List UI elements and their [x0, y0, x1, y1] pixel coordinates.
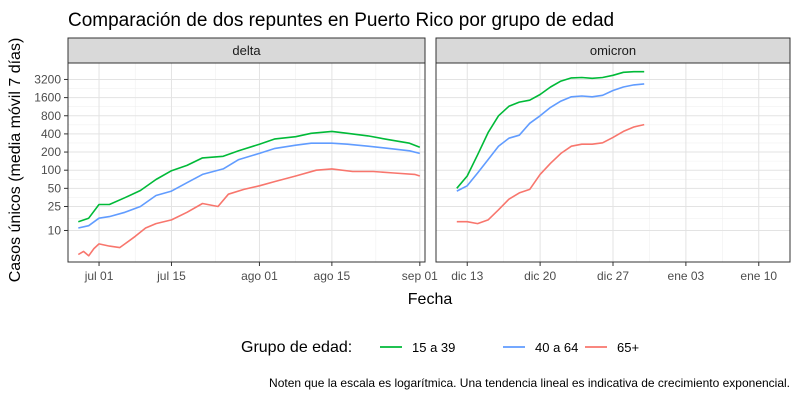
y-tick-label: 25 — [48, 199, 62, 213]
y-axis-title: Casos únicos (media móvil 7 días) — [7, 38, 24, 283]
series-line-40-a-64 — [456, 83, 645, 192]
x-tick-label: dic 20 — [524, 269, 556, 283]
legend-item: 15 a 39 — [380, 340, 455, 355]
y-tick-label: 10 — [48, 223, 62, 237]
legend-label: 65+ — [617, 340, 639, 355]
legend-item: 65+ — [585, 340, 639, 355]
y-tick-label: 200 — [41, 145, 61, 159]
chart-title: Comparación de dos repuntes en Puerto Ri… — [68, 10, 614, 31]
y-axis: 10 25 50 100 200 400 800 1600 3200 — [34, 72, 68, 237]
y-tick-label: 400 — [41, 127, 61, 141]
legend-item: 40 a 64 — [503, 340, 578, 355]
x-tick-label: sep 01 — [402, 269, 438, 283]
series-line-15-a-39 — [456, 70, 645, 189]
panel-background — [68, 63, 425, 262]
panel-border — [67, 62, 426, 263]
series-line-65- — [456, 123, 645, 225]
caption: Noten que la escala es logarítmica. Una … — [269, 376, 790, 390]
series-line-40-a-64 — [78, 142, 420, 229]
y-tick-label: 3200 — [34, 72, 61, 86]
x-tick-label: ene 10 — [740, 269, 777, 283]
x-tick-label: ago 15 — [314, 269, 351, 283]
panel-delta: delta jul 01 jul 15 ago 01 ago 15 sep 01 — [67, 37, 438, 283]
series-line-15-a-39 — [78, 130, 421, 223]
facet-strip — [67, 37, 426, 64]
x-tick-label: ago 01 — [241, 269, 278, 283]
legend-label: 40 a 64 — [535, 340, 578, 355]
panel-omicron: omicron dic 13 dic 20 dic 27 ene 03 ene 10 — [435, 37, 791, 283]
facet-strip — [435, 37, 791, 64]
facet-strip-label: delta — [232, 43, 261, 58]
legend-title: Grupo de edad: — [241, 339, 352, 356]
x-axis-title: Fecha — [408, 291, 453, 308]
legend: 15 a 39 40 a 64 65+ — [380, 340, 639, 355]
x-tick-label: jul 01 — [84, 269, 114, 283]
x-tick-label: jul 15 — [156, 269, 186, 283]
y-tick-label: 800 — [41, 109, 61, 123]
x-tick-label: dic 27 — [597, 269, 629, 283]
y-tick-label: 1600 — [34, 91, 61, 105]
y-tick-label: 50 — [48, 181, 62, 195]
legend-label: 15 a 39 — [412, 340, 455, 355]
x-tick-label: dic 13 — [451, 269, 483, 283]
y-tick-label: 100 — [41, 163, 61, 177]
series-line-65- — [77, 168, 421, 257]
x-tick-label: ene 03 — [668, 269, 705, 283]
facet-strip-label: omicron — [590, 43, 636, 58]
